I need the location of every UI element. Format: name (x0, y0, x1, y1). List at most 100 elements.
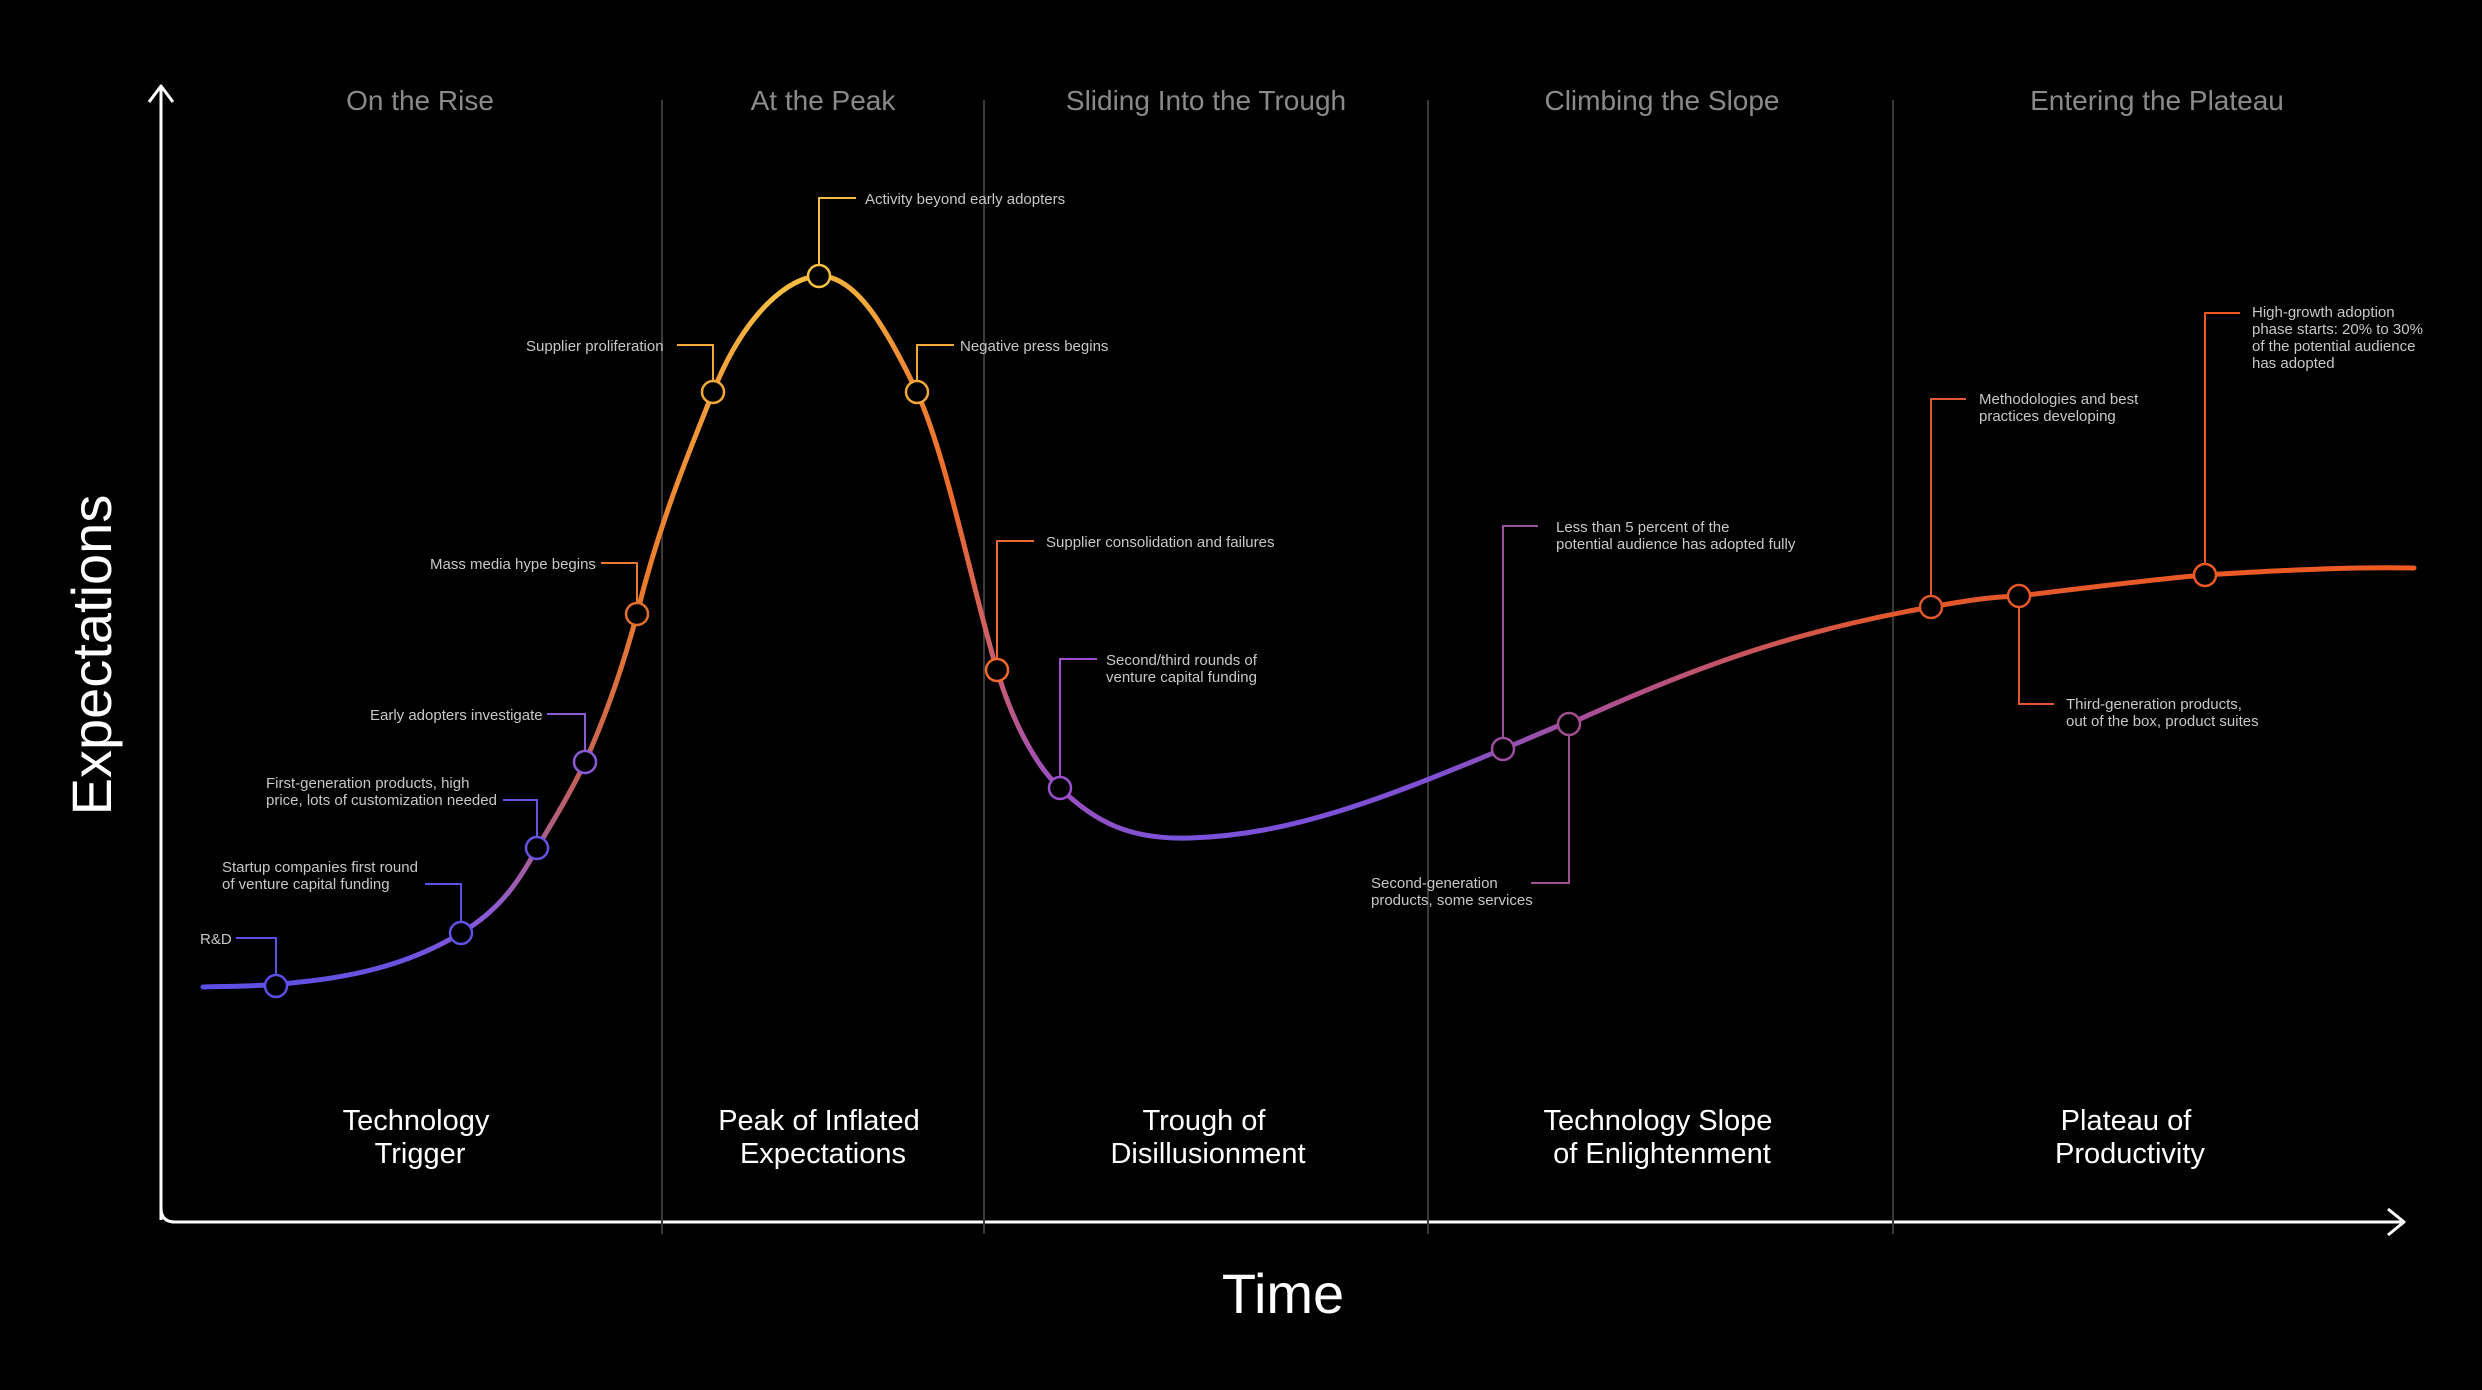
y-axis-arrow-icon (147, 84, 175, 103)
milestone-label-line: out of the box, product suites (2066, 713, 2259, 730)
stage-name-line: Technology Slope (1543, 1105, 1772, 1137)
milestone-dot (1490, 736, 1516, 762)
stage-name-line: Trough of (1142, 1105, 1266, 1137)
milestone-supplier-proliferation: Supplier proliferation (526, 338, 714, 392)
milestone-label: R&D (200, 931, 232, 948)
hype-curve (200, 273, 2417, 990)
milestone-mass-media: Mass media hype begins (430, 556, 638, 614)
milestone-label-line: Less than 5 percent of the (1556, 519, 1729, 536)
milestone-label: Supplier consolidation and failures (1046, 534, 1274, 551)
milestone-label-line: Third-generation products, (2066, 696, 2242, 713)
milestone-label-line: Second/third rounds of (1106, 652, 1258, 669)
stage-name-line: Trigger (375, 1138, 466, 1170)
stage-names: Technology Trigger Peak of Inflated Expe… (343, 1105, 2206, 1170)
milestone-label: Early adopters investigate (370, 707, 543, 724)
milestone-label-line: R&D (200, 931, 232, 948)
milestone-label-line: Second-generation (1371, 875, 1498, 892)
milestone-label-line: of venture capital funding (222, 876, 390, 893)
leader-line (547, 713, 586, 762)
milestone-label: High-growth adoption phase starts: 20% t… (2252, 304, 2427, 372)
milestone-dot (1047, 775, 1073, 801)
leader-line (2204, 312, 2240, 575)
milestone-dot (572, 749, 598, 775)
milestone-label: Negative press begins (960, 338, 1108, 355)
milestone-label: Second-generation products, some service… (1371, 875, 1533, 909)
stage-name: Plateau of Productivity (2055, 1105, 2205, 1170)
milestone-dot (700, 379, 726, 405)
milestone-label: Third-generation products, out of the bo… (2066, 696, 2259, 730)
milestone-label-line: venture capital funding (1106, 669, 1257, 686)
milestone-dot (624, 601, 650, 627)
milestone-dot (2192, 562, 2218, 588)
milestone-label: Supplier proliferation (526, 338, 664, 355)
stage-name-line: of Enlightenment (1553, 1138, 1771, 1170)
leader-line (1059, 658, 1097, 788)
milestone-dots (263, 263, 2218, 999)
milestone-startup-funding: Startup companies first round of venture… (222, 859, 462, 933)
leader-line (1930, 398, 1966, 607)
milestone-label: Methodologies and best practices develop… (1979, 391, 2142, 425)
milestone-dot (448, 920, 474, 946)
stage-name-line: Technology (343, 1105, 490, 1137)
axis-corner (159, 1207, 176, 1224)
milestone-label-line: Supplier proliferation (526, 338, 664, 355)
milestone-dot (1918, 594, 1944, 620)
leader-line (1531, 724, 1570, 884)
milestone-label: Mass media hype begins (430, 556, 596, 573)
stage-name-line: Disillusionment (1110, 1138, 1305, 1170)
milestone-label-line: Methodologies and best (1979, 391, 2139, 408)
milestone-label-line: phase starts: 20% to 30% (2252, 321, 2423, 338)
milestone-label-line: practices developing (1979, 408, 2116, 425)
phase-heading: Entering the Plateau (2030, 85, 2284, 116)
x-axis-label: Time (1222, 1262, 1344, 1325)
milestone-label: Startup companies first round of venture… (222, 859, 422, 893)
stage-name: Technology Trigger (343, 1105, 498, 1170)
leader-line (601, 562, 638, 614)
leader-line (503, 799, 538, 848)
milestone-label-line: of the potential audience (2252, 338, 2415, 355)
milestone-methodologies: Methodologies and best practices develop… (1930, 391, 2142, 607)
leader-line (1502, 525, 1538, 749)
phase-heading: Sliding Into the Trough (1066, 85, 1346, 116)
milestone-dot (263, 973, 289, 999)
milestone-negative-press: Negative press begins (916, 338, 1108, 392)
phase-heading: Climbing the Slope (1544, 85, 1779, 116)
leader-line (425, 883, 462, 933)
milestone-high-growth: High-growth adoption phase starts: 20% t… (2204, 304, 2427, 575)
axes (147, 84, 2406, 1237)
milestone-label: Activity beyond early adopters (865, 191, 1065, 208)
leader-line (916, 344, 954, 392)
milestone-third-generation: Third-generation products, out of the bo… (2018, 596, 2259, 730)
milestone-label-line: has adopted (2252, 355, 2335, 372)
leader-line (996, 540, 1034, 670)
milestone-label-line: Supplier consolidation and failures (1046, 534, 1274, 551)
milestones: R&D Startup companies first round of ven… (200, 191, 2427, 986)
milestone-dot (984, 657, 1010, 683)
milestone-label: Second/third rounds of venture capital f… (1106, 652, 1261, 686)
milestone-second-generation: Second-generation products, some service… (1371, 724, 1570, 909)
milestone-label-line: High-growth adoption (2252, 304, 2395, 321)
milestone-supplier-consolidation: Supplier consolidation and failures (996, 534, 1274, 670)
milestone-label: Less than 5 percent of the potential aud… (1556, 519, 1796, 553)
milestone-less-than-5-percent: Less than 5 percent of the potential aud… (1502, 519, 1796, 749)
y-axis-label: Expectations (60, 495, 123, 816)
x-axis-arrow-icon (2387, 1207, 2406, 1237)
stage-name-line: Peak of Inflated (718, 1105, 920, 1137)
milestone-first-generation: First-generation products, high price, l… (266, 775, 538, 848)
milestone-label-line: price, lots of customization needed (266, 792, 497, 809)
milestone-label-line: Startup companies first round (222, 859, 418, 876)
stage-name-line: Expectations (740, 1138, 906, 1170)
milestone-label-line: products, some services (1371, 892, 1533, 909)
phase-heading: On the Rise (346, 85, 494, 116)
milestone-early-adopters: Early adopters investigate (370, 707, 586, 762)
milestone-label-line: First-generation products, high (266, 775, 469, 792)
phase-headings: On the Rise At the Peak Sliding Into the… (346, 85, 2284, 116)
milestone-label-line: Negative press begins (960, 338, 1108, 355)
leader-line (236, 937, 277, 986)
stage-name: Technology Slope of Enlightenment (1543, 1105, 1780, 1170)
stage-name: Peak of Inflated Expectations (718, 1105, 928, 1170)
milestone-dot (2006, 583, 2032, 609)
leader-line (818, 197, 856, 276)
phase-dividers (661, 100, 1894, 1234)
